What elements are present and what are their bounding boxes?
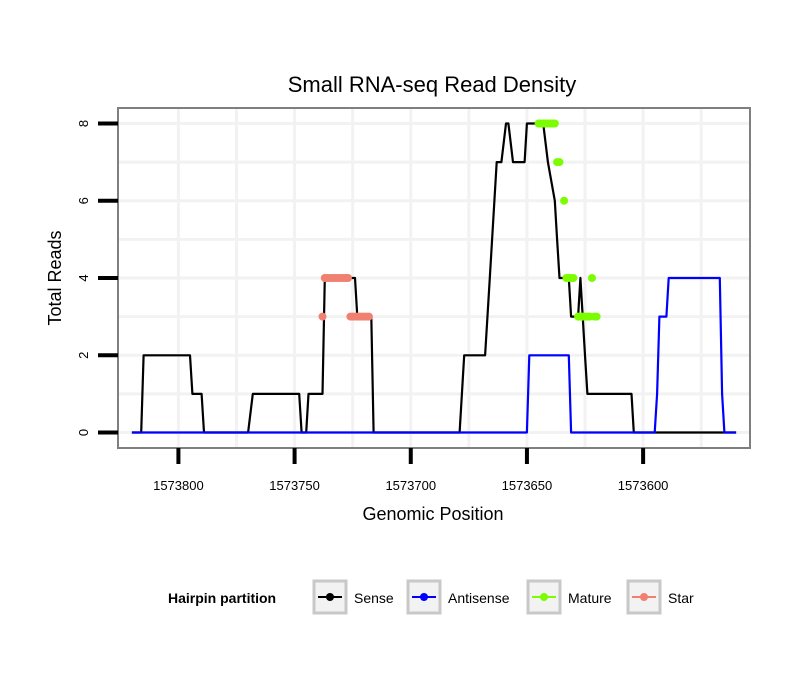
y-tick-label: 2: [76, 352, 91, 359]
data-point-mature: [588, 274, 596, 282]
chart: Small RNA-seq Read Density 1573800 157375…: [0, 0, 810, 690]
x-axis: 1573800 1573750 1573700 1573650 1573600: [153, 448, 668, 493]
y-tick-label: 4: [76, 274, 91, 281]
legend-key-point: [540, 593, 548, 601]
legend-label: Sense: [354, 590, 394, 606]
data-point-mature: [593, 313, 601, 321]
legend-title: Hairpin partition: [168, 590, 276, 606]
legend-entry-star: Star: [628, 581, 694, 613]
legend-label: Mature: [568, 590, 612, 606]
legend-label: Antisense: [448, 590, 510, 606]
y-axis-title: Total Reads: [45, 230, 65, 325]
legend-label: Star: [668, 590, 694, 606]
data-point-mature: [551, 120, 559, 128]
legend-entry-sense: Sense: [314, 581, 394, 613]
y-tick-label: 0: [76, 429, 91, 436]
x-tick-label: 1573650: [502, 478, 553, 493]
x-axis-title: Genomic Position: [362, 504, 503, 524]
legend: Hairpin partition Sense Antisense Mature St…: [168, 581, 694, 613]
x-tick-label: 1573800: [153, 478, 204, 493]
plot-area: [118, 108, 750, 448]
y-axis: 0 2 4 6 8: [76, 120, 118, 436]
legend-key-point: [326, 593, 334, 601]
legend-key-point: [420, 593, 428, 601]
x-tick-label: 1573750: [269, 478, 320, 493]
data-point-mature: [556, 158, 564, 166]
data-point-mature: [560, 197, 568, 205]
x-tick-label: 1573700: [385, 478, 436, 493]
legend-entry-mature: Mature: [528, 581, 612, 613]
chart-title: Small RNA-seq Read Density: [288, 72, 577, 97]
y-tick-label: 6: [76, 197, 91, 204]
legend-key-point: [640, 593, 648, 601]
x-tick-label: 1573600: [618, 478, 669, 493]
legend-entries: Sense Antisense Mature Star: [314, 581, 694, 613]
y-tick-label: 8: [76, 120, 91, 127]
data-point-star: [365, 313, 373, 321]
data-point-star: [344, 274, 352, 282]
legend-entry-antisense: Antisense: [408, 581, 510, 613]
data-point-star: [319, 313, 327, 321]
data-point-mature: [569, 274, 577, 282]
